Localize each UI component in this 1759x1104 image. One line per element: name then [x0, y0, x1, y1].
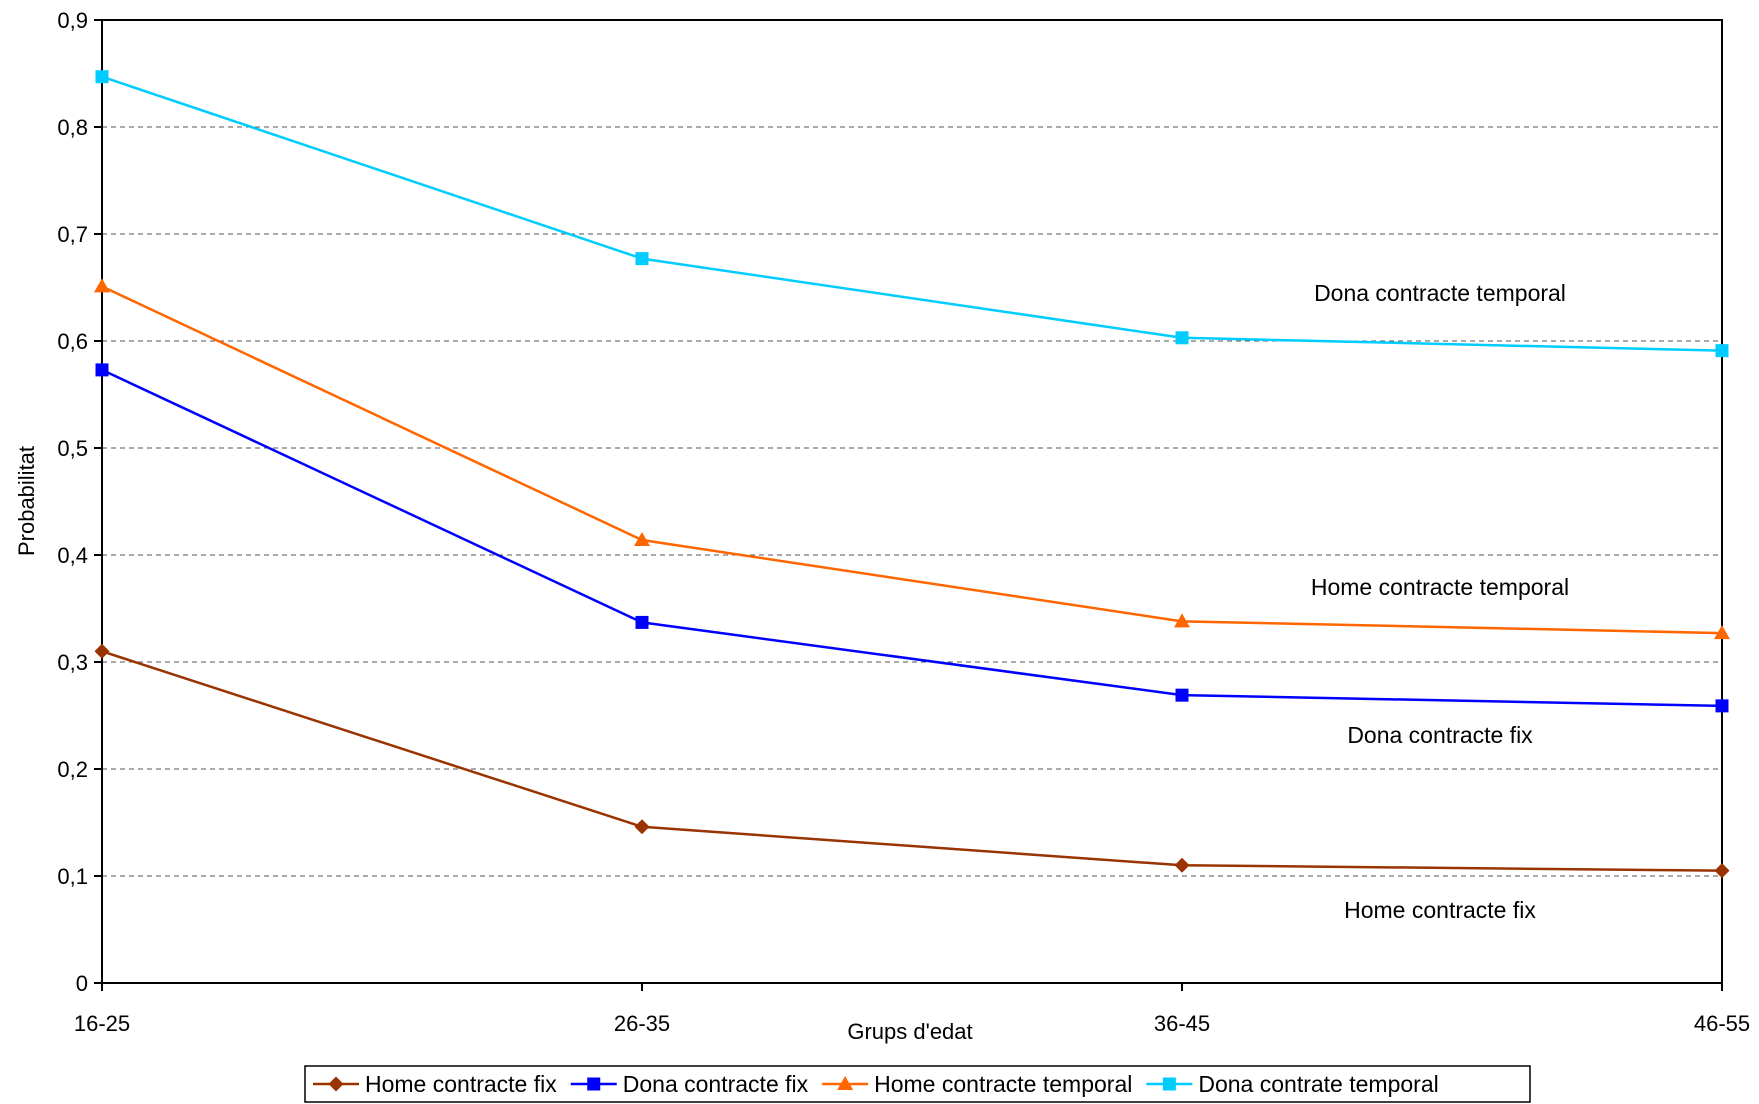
legend-label: Dona contrate temporal [1198, 1071, 1438, 1097]
legend-label: Dona contracte fix [623, 1071, 809, 1097]
data-point [1174, 613, 1190, 628]
series-4 [95, 70, 1729, 358]
data-point [1715, 344, 1729, 358]
x-axis-title: Grups d'edat [847, 1019, 972, 1044]
y-axis: 0 0,1 0,2 0,3 0,4 0,5 0,6 0,7 0,8 0,9 [57, 8, 102, 996]
y-tick-label: 0 [76, 971, 88, 996]
data-point [1175, 331, 1189, 345]
y-tick-label: 0,1 [57, 864, 88, 889]
data-point [94, 278, 110, 293]
y-tick-label: 0,6 [57, 329, 88, 354]
data-point [1714, 625, 1730, 640]
series-annotation: Home contracte temporal [1311, 574, 1569, 600]
data-point [1714, 863, 1730, 879]
data-point [635, 615, 649, 629]
y-axis-title: Probabilitat [14, 446, 39, 556]
series-annotation: Home contracte fix [1344, 897, 1536, 923]
series-line [101, 75, 1723, 352]
legend-marker [328, 1076, 344, 1092]
data-point [635, 252, 649, 266]
legend: Home contracte fix Dona contracte fix Home… [304, 1065, 1531, 1103]
legend-box [304, 1065, 1531, 1103]
annotations: Dona contracte temporal Home contracte te… [1311, 280, 1569, 923]
x-tick-label: 36-45 [1154, 1011, 1210, 1036]
series-line [101, 650, 1723, 872]
series-1 [94, 643, 1730, 879]
data-point [1175, 688, 1189, 702]
series-2 [95, 363, 1729, 713]
y-tick-label: 0,4 [57, 543, 88, 568]
y-tick-label: 0,9 [57, 8, 88, 33]
series-annotation: Dona contracte fix [1347, 722, 1533, 748]
legend-label: Home contracte temporal [874, 1071, 1132, 1097]
series-line [101, 285, 1723, 635]
legend-label: Home contracte fix [365, 1071, 557, 1097]
series-3 [94, 278, 1730, 640]
series-line [101, 368, 1723, 708]
data-point [634, 819, 650, 835]
legend-marker [587, 1077, 601, 1091]
y-tick-label: 0,8 [57, 115, 88, 140]
y-tick-label: 0,7 [57, 222, 88, 247]
grid-lines [102, 126, 1722, 877]
legend-marker [1162, 1077, 1176, 1091]
plot-area [101, 19, 1723, 984]
data-point [94, 643, 110, 659]
y-tick-label: 0,5 [57, 436, 88, 461]
data-point [1715, 699, 1729, 713]
x-axis: 16-25 26-35 36-45 46-55 [74, 983, 1750, 1036]
x-tick-label: 16-25 [74, 1011, 130, 1036]
x-tick-label: 46-55 [1694, 1011, 1750, 1036]
data-point [1174, 857, 1190, 873]
data-point [634, 532, 650, 547]
x-tick-label: 26-35 [614, 1011, 670, 1036]
y-tick-label: 0,3 [57, 650, 88, 675]
series-group [94, 70, 1730, 879]
legend-marker [837, 1076, 854, 1090]
y-tick-label: 0,2 [57, 757, 88, 782]
data-point [95, 70, 109, 84]
data-point [95, 363, 109, 377]
series-annotation: Dona contracte temporal [1314, 280, 1566, 306]
